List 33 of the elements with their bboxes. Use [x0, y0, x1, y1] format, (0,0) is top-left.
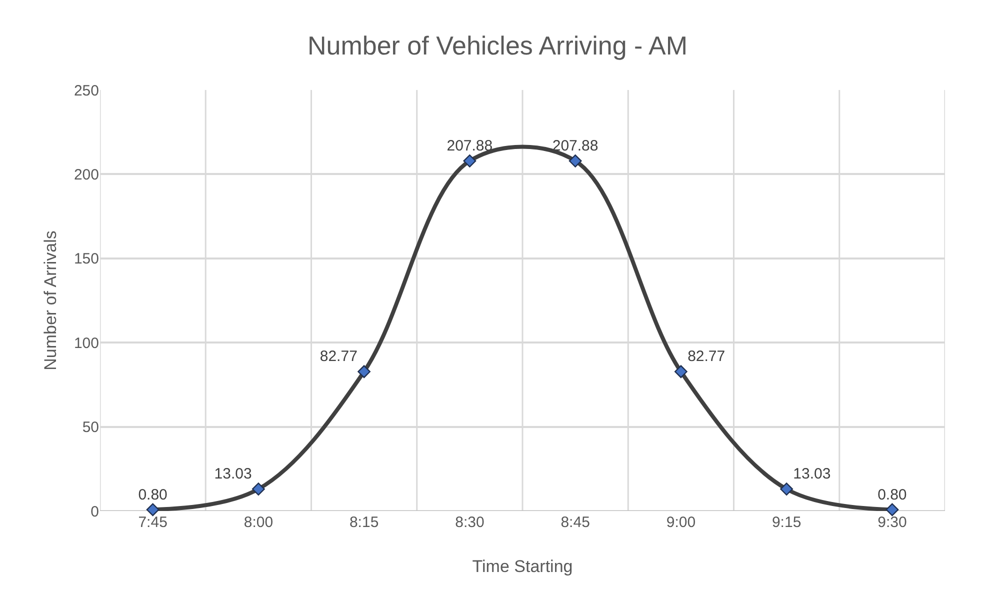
- y-tick-label: 250: [74, 82, 99, 100]
- data-label: 207.88: [552, 138, 598, 155]
- y-tick-label: 0: [90, 503, 99, 520]
- x-tick-label: 9:15: [772, 514, 802, 531]
- x-tick-label: 8:30: [455, 514, 484, 531]
- y-tick-label: 50: [82, 419, 99, 436]
- x-tick-label: 8:15: [349, 514, 379, 531]
- point: [568, 154, 582, 168]
- point: [886, 503, 899, 516]
- x-tick-label: 9:00: [666, 514, 696, 531]
- y-tick-label: 150: [74, 250, 99, 268]
- y-axis-title: Number of Arrivals: [41, 230, 60, 370]
- data-label: 0.80: [138, 486, 168, 504]
- data-label: 13.03: [793, 466, 831, 483]
- data-label: 82.77: [688, 348, 726, 366]
- y-tick-label: 100: [74, 334, 99, 352]
- y-tick-label: 200: [74, 166, 99, 184]
- data-label: 13.03: [214, 466, 252, 483]
- x-tick-label: 8:45: [560, 514, 590, 531]
- point: [674, 365, 688, 378]
- data-label: 0.80: [878, 486, 907, 504]
- chart-title: Number of Vehicles Arriving - AM: [307, 30, 688, 60]
- point: [146, 503, 160, 516]
- x-tick-label: 7:45: [138, 514, 168, 531]
- data-label: 207.88: [446, 138, 493, 155]
- data-label: 82.77: [320, 348, 358, 366]
- x-tick-label: 9:30: [878, 514, 907, 531]
- point: [463, 154, 476, 168]
- x-axis-title: Time Starting: [472, 557, 573, 576]
- point: [358, 365, 371, 378]
- point: [780, 482, 794, 496]
- point: [252, 482, 265, 496]
- x-tick-label: 8:00: [244, 514, 274, 531]
